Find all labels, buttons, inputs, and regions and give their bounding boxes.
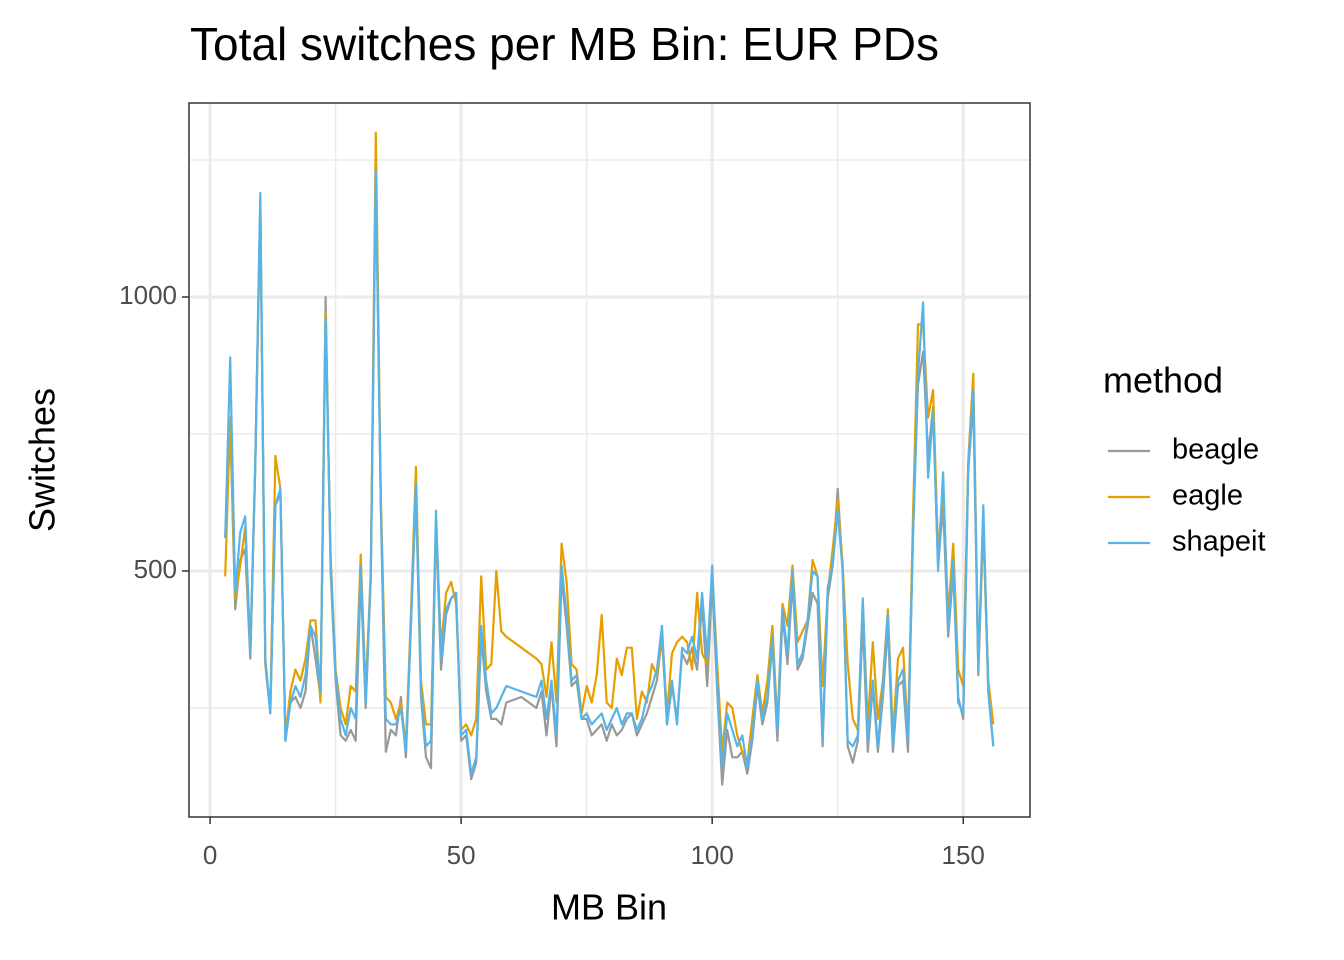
y-axis-label: Switches bbox=[22, 388, 63, 532]
legend-label: shapeit bbox=[1172, 526, 1266, 558]
series-line bbox=[224, 169, 995, 775]
panel-border bbox=[188, 102, 1031, 818]
legend-label: beagle bbox=[1172, 434, 1259, 466]
x-tick-label: 100 bbox=[690, 840, 733, 870]
x-tick-label: 150 bbox=[942, 840, 985, 870]
legend-label: eagle bbox=[1172, 480, 1243, 512]
y-tick-label: 1000 bbox=[119, 280, 177, 310]
x-tick-label: 0 bbox=[203, 840, 217, 870]
chart-title: Total switches per MB Bin: EUR PDs bbox=[190, 18, 939, 70]
y-tick-label: 500 bbox=[134, 554, 177, 584]
series-line bbox=[224, 131, 995, 764]
x-tick-label: 50 bbox=[447, 840, 476, 870]
legend-title: method bbox=[1103, 360, 1223, 401]
x-axis-label: MB Bin bbox=[551, 887, 667, 928]
